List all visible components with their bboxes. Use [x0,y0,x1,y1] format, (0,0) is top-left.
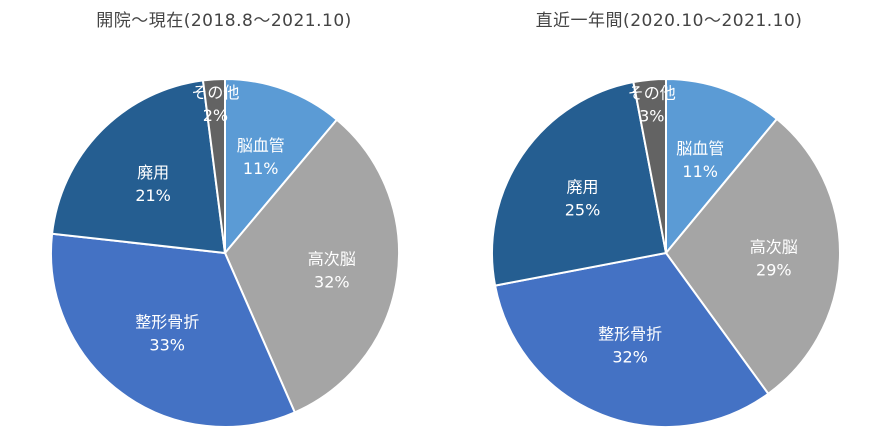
pie-slice-1-1 [664,117,841,396]
pie-slice-1-0 [665,77,779,256]
slice-label-name-0-0: 脳血管 [237,136,285,155]
pie-slice-0-2 [50,232,297,428]
pie-slice-1-4 [632,77,667,254]
slice-label-pct-1-1: 29% [756,260,792,279]
slice-label-name-0-3: 廃用 [137,163,169,182]
slice-label-pct-1-3: 25% [565,200,601,219]
pie-slice-1-3 [490,80,668,287]
pie-slice-0-3 [50,79,227,255]
slice-label-name-1-3: 廃用 [566,177,598,196]
slice-label-pct-0-4: 2% [203,106,228,125]
slice-label-pct-0-1: 32% [314,272,350,291]
slice-label-pct-0-2: 33% [149,336,185,355]
pie-slice-1-2 [493,251,770,428]
pie-slice-0-4 [201,77,226,254]
slice-label-name-1-1: 高次脳 [750,237,798,256]
pie-slice-0-0 [224,77,339,256]
slice-label-pct-0-0: 11% [243,159,279,178]
chart-title-recent-year: 直近一年間(2020.10～2021.10) [535,11,803,31]
pie-chart-0: 脳血管 11% 高次脳 32% 整形骨折 33% 廃用 21% その他 2% [50,77,400,428]
slice-label-name-1-4: その他 [628,83,676,102]
chart-title-all-time: 開院～現在(2018.8～2021.10) [96,11,352,31]
slice-label-name-0-1: 高次脳 [308,249,356,268]
pie-chart-1: 脳血管 11% 高次脳 29% 整形骨折 32% 廃用 25% その他 3% [490,77,841,428]
slice-label-name-1-0: 脳血管 [676,139,724,158]
slice-label-name-0-2: 整形骨折 [135,313,199,332]
pie-slice-0-1 [223,118,400,414]
slice-label-pct-1-4: 3% [639,106,664,125]
slice-label-name-0-4: その他 [191,83,239,102]
slice-label-pct-1-0: 11% [682,162,718,181]
slice-label-pct-0-3: 21% [135,186,171,205]
slice-label-pct-1-2: 32% [612,348,648,367]
slice-label-name-1-2: 整形骨折 [598,325,662,344]
